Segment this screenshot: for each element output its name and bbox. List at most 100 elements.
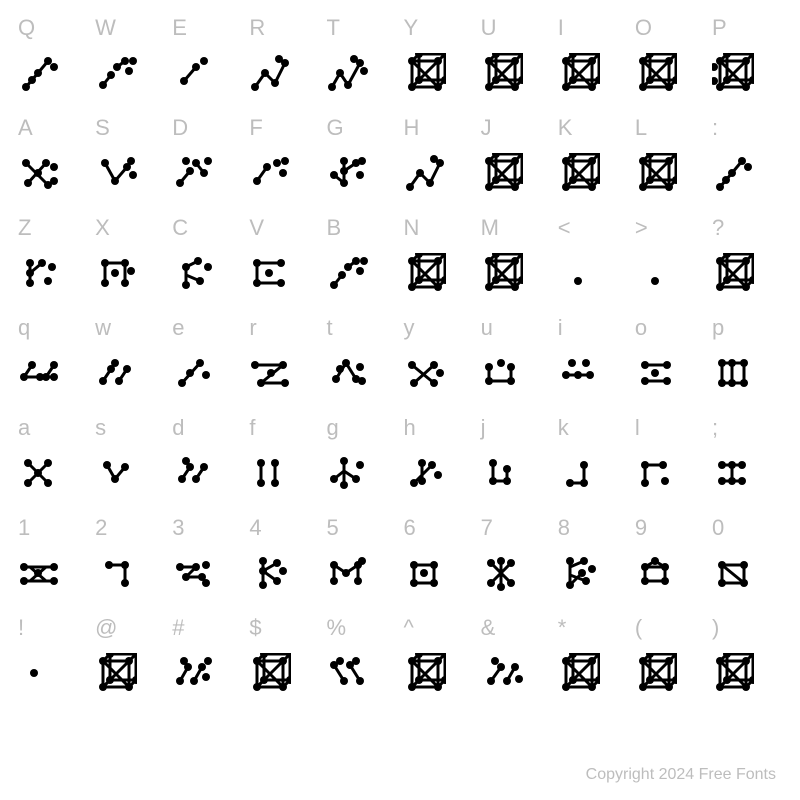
char-label-cell: ( [635,615,705,641]
glyph-cell [404,153,474,195]
glyph-icon [172,53,214,95]
char-label: & [481,615,496,641]
glyph-cell [481,353,551,395]
glyph-icon [249,453,291,495]
glyph-cell [249,553,319,595]
glyph-icon [404,653,446,695]
char-label: 0 [712,515,724,541]
char-label-cell: Y [404,15,474,41]
glyph-icon [326,53,368,95]
char-label-cell: C [172,215,242,241]
glyph-icon [635,553,677,595]
glyph-icon [18,653,60,695]
glyph-icon [326,653,368,695]
char-label: 7 [481,515,493,541]
char-label-cell: g [326,415,396,441]
glyph-cell [95,553,165,595]
char-label: r [249,315,256,341]
char-label-cell: Z [18,215,88,241]
char-label-cell: S [95,115,165,141]
glyph-icon [404,253,446,295]
glyph-icon [712,453,754,495]
glyph-cell [326,453,396,495]
glyph-cell [95,353,165,395]
glyph-cell [404,453,474,495]
glyph-cell [172,153,242,195]
char-label-cell: t [326,315,396,341]
char-label-cell: 1 [18,515,88,541]
char-label-cell: ? [712,215,782,241]
glyph-cell [558,653,628,695]
char-label: 6 [404,515,416,541]
char-label-cell: V [249,215,319,241]
char-label-cell: A [18,115,88,141]
glyph-cell [481,153,551,195]
char-label-cell: h [404,415,474,441]
glyph-icon [172,553,214,595]
char-label-cell: 6 [404,515,474,541]
glyph-icon [712,653,754,695]
glyph-cell [18,53,88,95]
glyph-icon [172,353,214,395]
glyph-cell [635,653,705,695]
glyph-cell [712,553,782,595]
glyph-icon [326,153,368,195]
glyph-icon [558,453,600,495]
char-label-cell: 8 [558,515,628,541]
char-label: 3 [172,515,184,541]
glyph-icon [481,153,523,195]
char-label: ) [712,615,719,641]
char-label: K [558,115,573,141]
char-label-cell: w [95,315,165,341]
copyright-text: Copyright 2024 Free Fonts [586,766,776,784]
char-label-cell: r [249,315,319,341]
char-label-cell: T [326,15,396,41]
glyph-row [18,344,782,404]
char-label-cell: 7 [481,515,551,541]
glyph-icon [404,153,446,195]
glyph-cell [249,153,319,195]
glyph-icon [404,53,446,95]
glyph-cell [481,253,551,295]
char-label: # [172,615,184,641]
char-label-cell: @ [95,615,165,641]
glyph-icon [635,53,677,95]
char-label: : [712,115,718,141]
char-label-cell: D [172,115,242,141]
glyph-icon [326,453,368,495]
glyph-cell [249,353,319,395]
glyph-cell [172,453,242,495]
glyph-icon [481,653,523,695]
char-label: I [558,15,564,41]
char-label-cell: O [635,15,705,41]
glyph-cell [558,453,628,495]
glyph-icon [18,553,60,595]
char-label: X [95,215,110,241]
glyph-row [18,544,782,604]
char-label: H [404,115,420,141]
glyph-cell [18,253,88,295]
char-label: t [326,315,332,341]
char-label-cell: R [249,15,319,41]
glyph-cell [404,553,474,595]
char-label: U [481,15,497,41]
glyph-cell [172,353,242,395]
glyph-cell [558,253,628,295]
glyph-cell [249,53,319,95]
char-label-cell: ) [712,615,782,641]
glyph-row [18,444,782,504]
glyph-icon [481,253,523,295]
glyph-cell [326,53,396,95]
char-label-cell: o [635,315,705,341]
glyph-cell [404,353,474,395]
char-label-cell: 2 [95,515,165,541]
char-label-cell: Q [18,15,88,41]
glyph-cell [635,453,705,495]
char-label: a [18,415,30,441]
glyph-icon [326,253,368,295]
glyph-cell [95,653,165,695]
char-label: G [326,115,343,141]
char-label: < [558,215,571,241]
glyph-cell [712,653,782,695]
char-label-cell: f [249,415,319,441]
